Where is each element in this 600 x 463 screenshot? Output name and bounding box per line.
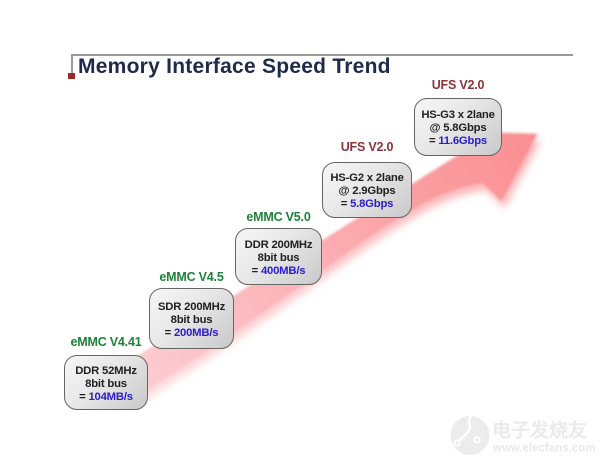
svg-text:www.elecfans.com: www.elecfans.com xyxy=(492,443,595,455)
svg-text:电子发烧友: 电子发烧友 xyxy=(492,419,587,442)
